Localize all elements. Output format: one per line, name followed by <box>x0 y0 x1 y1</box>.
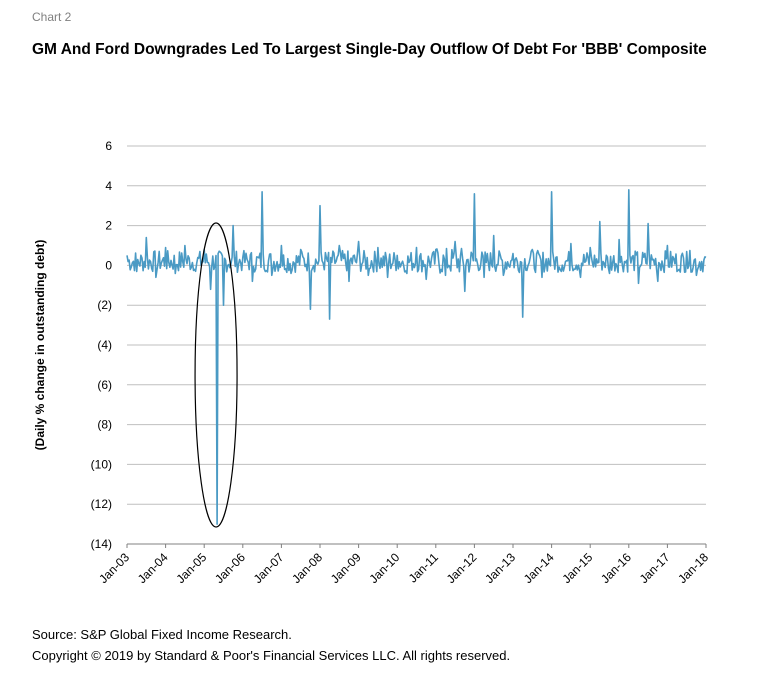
chart-label: Chart 2 <box>32 10 72 24</box>
y-tick-label: 2 <box>105 219 112 233</box>
copyright-note: Copyright © 2019 by Standard & Poor's Fi… <box>32 648 511 663</box>
y-axis-tick-labels: 6 4 2 0 (2) (4) (6) (8) (10) (12) (14) <box>91 139 113 551</box>
x-tick-label: Jan-16 <box>598 550 634 586</box>
y-tick-label: (8) <box>97 418 112 432</box>
x-tick-label: Jan-06 <box>212 550 248 586</box>
x-tick-label: Jan-04 <box>135 550 171 586</box>
x-tick-label: Jan-13 <box>482 550 518 586</box>
source-note: Source: S&P Global Fixed Income Research… <box>32 627 292 642</box>
y-tick-label: (4) <box>97 338 112 352</box>
y-tick-label: (12) <box>91 497 112 511</box>
series-line <box>126 189 707 525</box>
annotation-ellipse <box>194 222 238 528</box>
x-tick-label: Jan-07 <box>251 550 287 586</box>
x-tick-label: Jan-11 <box>406 550 441 585</box>
x-tick-label: Jan-12 <box>444 550 480 586</box>
y-tick-label: (2) <box>97 298 112 312</box>
x-tick-label: Jan-05 <box>173 550 209 586</box>
x-tick-label: Jan-15 <box>559 550 595 586</box>
y-tick-label: (10) <box>91 457 112 471</box>
x-tick-label: Jan-03 <box>96 550 132 586</box>
y-tick-label: 6 <box>105 139 112 153</box>
x-tick-label: Jan-10 <box>366 550 402 586</box>
y-axis-label: (Daily % change in outstanding debt) <box>33 240 47 451</box>
y-tick-label: (6) <box>97 378 112 392</box>
chart-title: GM And Ford Downgrades Led To Largest Si… <box>32 41 707 58</box>
x-tick-label: Jan-14 <box>521 550 557 586</box>
y-tick-label: 4 <box>105 179 112 193</box>
x-tick-label: Jan-17 <box>637 550 673 586</box>
series-group <box>126 189 707 525</box>
x-tick-label: Jan-18 <box>675 550 711 586</box>
y-tick-label: (14) <box>91 537 112 551</box>
x-tick-label: Jan-09 <box>328 550 364 586</box>
gridlines <box>127 145 706 545</box>
x-axis-tick-labels: Jan-03 Jan-04 Jan-05 Jan-06 Jan-07 Jan-08 Jan-… <box>96 544 711 586</box>
y-tick-label: 0 <box>105 258 112 272</box>
x-tick-label: Jan-08 <box>289 550 325 586</box>
